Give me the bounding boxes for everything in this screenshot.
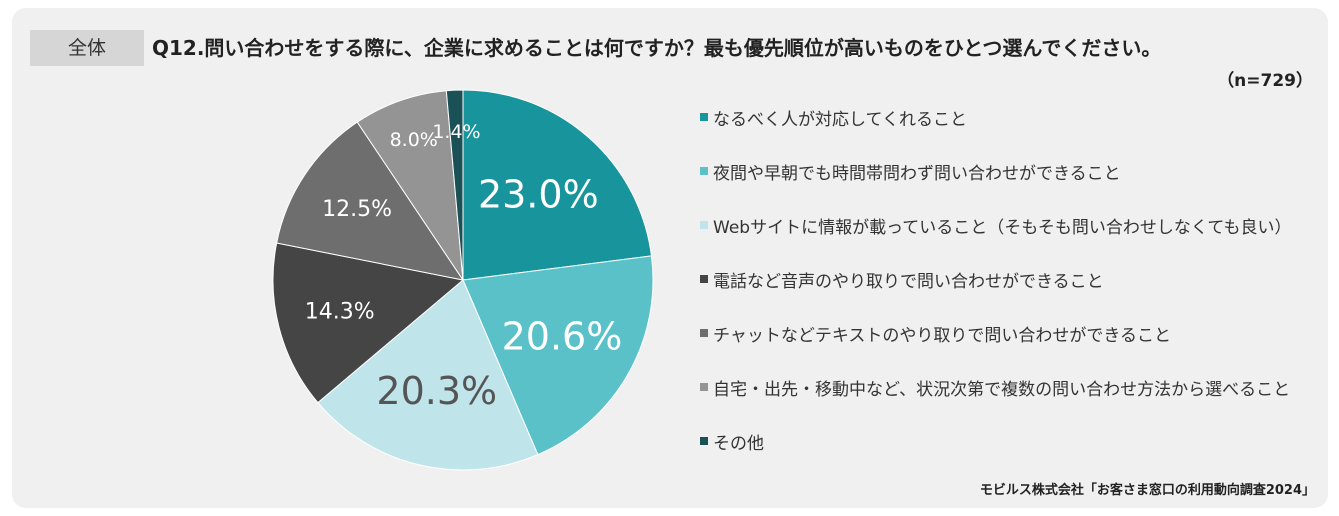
slice-label-6: 1.4% — [432, 121, 480, 143]
source-credit: モビルス株式会社「お客さま窓口の利用動向調査2024」 — [979, 483, 1315, 498]
legend-swatch — [700, 383, 708, 391]
legend-label: 自宅・出先・移動中など、状況次第で複数の問い合わせ方法から選べること — [713, 379, 1291, 400]
pie-slice-2 — [317, 279, 539, 471]
slice-label-1: 20.6% — [502, 315, 623, 359]
slice-label-4: 12.5% — [322, 197, 392, 222]
segment-tag: 全体 — [30, 30, 144, 66]
pie-slice-4 — [276, 121, 465, 281]
slice-label-5: 8.0% — [390, 129, 438, 151]
chart-panel — [12, 8, 1328, 508]
legend-label: その他 — [713, 433, 764, 454]
legend-swatch — [700, 113, 708, 121]
legend-swatch — [700, 329, 708, 337]
pie-slice-1 — [462, 255, 654, 456]
legend-label: 電話など音声のやり取りで問い合わせができること — [713, 271, 1104, 292]
legend-swatch — [700, 275, 708, 283]
legend-item-0: なるべく人が対応してくれること — [700, 100, 967, 134]
legend-item-3: 電話など音声のやり取りで問い合わせができること — [700, 262, 1104, 296]
legend-label: なるべく人が対応してくれること — [713, 109, 967, 130]
legend-swatch — [700, 167, 708, 175]
slice-label-0: 23.0% — [478, 172, 599, 216]
pie-slice-3 — [272, 242, 465, 404]
legend-swatch — [700, 437, 708, 445]
legend-label: Webサイトに情報が載っていること（そもそも問い合わせしなくても良い） — [713, 217, 1292, 238]
legend-swatch — [700, 221, 708, 229]
pie-slice-0 — [462, 89, 653, 281]
legend-label: 夜間や早朝でも時間帯問わず問い合わせができること — [713, 163, 1121, 184]
legend-label: チャットなどテキストのやり取りで問い合わせができること — [713, 325, 1171, 346]
pie-slice-6 — [445, 89, 464, 281]
legend-item-1: 夜間や早朝でも時間帯問わず問い合わせができること — [700, 154, 1121, 188]
legend-item-5: 自宅・出先・移動中など、状況次第で複数の問い合わせ方法から選べること — [700, 370, 1290, 404]
slice-label-2: 20.3% — [376, 369, 497, 413]
legend-item-6: その他 — [700, 424, 764, 458]
legend-item-4: チャットなどテキストのやり取りで問い合わせができること — [700, 316, 1171, 350]
slice-label-3: 14.3% — [305, 299, 375, 324]
pie-slice-5 — [356, 90, 464, 281]
legend-item-2: Webサイトに情報が載っていること（そもそも問い合わせしなくても良い） — [700, 208, 1292, 242]
sample-size: （n=729） — [1217, 71, 1313, 91]
question-title: Q12.問い合わせをする際に、企業に求めることは何ですか？最も優先順位が高いもの… — [152, 36, 1162, 60]
